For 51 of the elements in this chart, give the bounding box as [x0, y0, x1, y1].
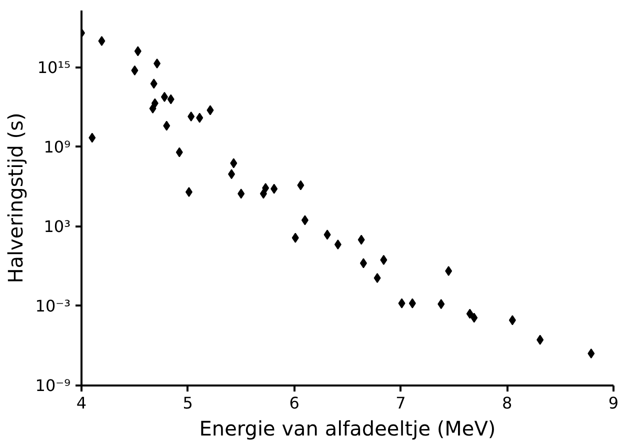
point [188, 112, 195, 122]
point [98, 36, 106, 46]
point [150, 78, 158, 89]
y-tick-label: 10³ [44, 216, 71, 236]
x-tick-label: 6 [289, 394, 300, 412]
y-tick-label: 10⁹ [44, 137, 71, 156]
point [466, 308, 474, 319]
y-axis-title: Halveringstijd (s) [3, 112, 28, 284]
point [358, 234, 365, 245]
point [196, 112, 204, 123]
point [508, 315, 516, 326]
x-axis-title: Energie van alfadeeltje (MeV) [199, 416, 496, 440]
point [167, 94, 174, 104]
point [185, 187, 192, 198]
point [398, 298, 406, 308]
point [445, 266, 452, 276]
y-tick-label: 10⁻⁹ [35, 376, 70, 395]
point [408, 298, 416, 308]
point [470, 312, 478, 323]
x-tick-label: 5 [182, 394, 193, 412]
point [228, 169, 236, 180]
point [324, 230, 331, 240]
point [536, 334, 544, 345]
point [292, 232, 299, 243]
point [334, 239, 342, 250]
point [588, 348, 595, 358]
x-tick-label: 9 [608, 394, 619, 412]
point [206, 105, 214, 116]
point [149, 104, 156, 114]
point [160, 92, 168, 102]
point [301, 215, 308, 226]
point [163, 120, 170, 131]
point [262, 183, 270, 194]
y-tick-label: 10¹⁵ [37, 58, 70, 77]
point [230, 158, 238, 168]
x-tick-label: 7 [396, 394, 406, 412]
x-tick-label: 8 [502, 394, 512, 412]
y-tick-label: 10⁻³ [35, 296, 70, 316]
point [88, 132, 96, 143]
point [154, 58, 161, 68]
point [438, 299, 445, 310]
point [360, 258, 367, 268]
point [380, 254, 388, 265]
point [270, 184, 278, 194]
point [131, 65, 138, 76]
point [134, 46, 142, 56]
point [297, 180, 304, 190]
x-tick-label: 4 [76, 394, 87, 412]
point [176, 147, 183, 158]
point [374, 272, 381, 283]
point [238, 188, 245, 199]
